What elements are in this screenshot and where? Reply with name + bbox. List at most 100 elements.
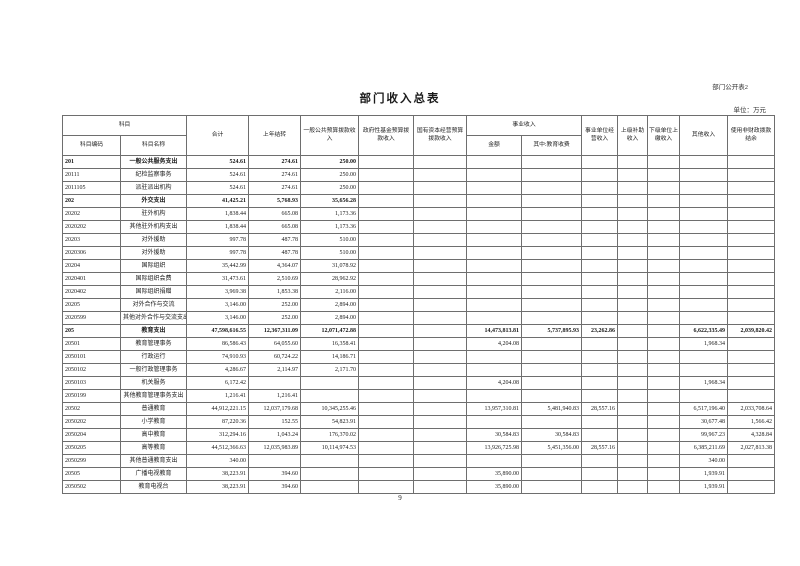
value-cell <box>413 454 468 468</box>
value-cell: 1,968.34 <box>679 376 729 390</box>
value-cell: 3,146.00 <box>186 311 250 325</box>
value-cell <box>727 272 776 286</box>
value-cell <box>679 181 729 195</box>
value-cell <box>358 272 415 286</box>
value-cell <box>617 311 649 325</box>
value-cell <box>581 363 619 377</box>
value-cell <box>521 389 583 403</box>
value-cell <box>413 415 468 429</box>
value-cell: 6,517,196.40 <box>679 402 729 416</box>
subject-code-cell: 2050299 <box>62 454 121 468</box>
value-cell <box>617 220 649 234</box>
value-cell <box>617 181 649 195</box>
value-cell <box>466 298 523 312</box>
header-subject-code: 科目编码 <box>62 135 121 156</box>
table-row: 2050502 教育电视台 38,223.91 394.60 35,890.00 1,93… <box>62 480 776 494</box>
value-cell: 99,967.23 <box>679 428 729 442</box>
header-non-fiscal-balance: 使用非财政拨款结余 <box>727 115 776 156</box>
value-cell: 510.00 <box>300 246 360 260</box>
subject-name-cell: 教育支出 <box>119 324 188 338</box>
value-cell <box>581 480 619 494</box>
value-cell <box>647 168 681 182</box>
value-cell <box>466 246 523 260</box>
value-cell: 252.00 <box>248 311 302 325</box>
value-cell <box>617 324 649 338</box>
value-cell <box>581 168 619 182</box>
value-cell: 176,370.02 <box>300 428 360 442</box>
subject-code-cell: 2020202 <box>62 220 121 234</box>
value-cell <box>679 272 729 286</box>
value-cell <box>679 220 729 234</box>
table-header: 科目 合计 上年结转 一般公共预算拨款收入 政府性基金预算拨款收入 国有资本经营… <box>61 115 776 156</box>
table-row: 2050202 小学教育 87,220.36 152.55 54,823.91 30,67… <box>62 415 776 429</box>
value-cell <box>413 441 468 455</box>
table-row: 2020306 对外援助 997.78 487.78 510.00 <box>62 246 776 260</box>
value-cell <box>358 207 415 221</box>
subject-name-cell: 驻外机构 <box>119 207 188 221</box>
value-cell <box>581 181 619 195</box>
value-cell <box>358 259 415 273</box>
value-cell <box>647 155 681 169</box>
value-cell: 524.61 <box>186 168 250 182</box>
subject-name-cell: 对外援助 <box>119 233 188 247</box>
value-cell <box>413 363 468 377</box>
subject-name-cell: 一般公共服务支出 <box>119 155 188 169</box>
value-cell <box>581 454 619 468</box>
value-cell <box>413 311 468 325</box>
unit-label: 单位：万元 <box>733 107 767 114</box>
table-row: 2050101 行政运行 74,910.93 60,724.22 14,186.71 <box>62 350 776 364</box>
value-cell <box>647 441 681 455</box>
value-cell <box>727 181 776 195</box>
value-cell <box>521 194 583 208</box>
value-cell <box>248 376 302 390</box>
value-cell <box>617 350 649 364</box>
value-cell <box>679 285 729 299</box>
value-cell <box>679 233 729 247</box>
value-cell <box>521 285 583 299</box>
value-cell <box>358 454 415 468</box>
value-cell <box>521 454 583 468</box>
value-cell <box>521 233 583 247</box>
value-cell <box>617 337 649 351</box>
value-cell: 510.00 <box>300 233 360 247</box>
table-row: 205 教育支出 47,598,616.55 12,367,311.09 12,071,… <box>62 324 776 338</box>
value-cell: 250.00 <box>300 168 360 182</box>
value-cell: 31,078.92 <box>300 259 360 273</box>
subject-code-cell: 20204 <box>62 259 121 273</box>
subject-name-cell: 一般行政管理事务 <box>119 363 188 377</box>
value-cell: 4,204.08 <box>466 337 523 351</box>
value-cell: 1,853.38 <box>248 285 302 299</box>
value-cell <box>727 155 776 169</box>
subject-name-cell: 对外援助 <box>119 246 188 260</box>
subject-name-cell: 小学教育 <box>119 415 188 429</box>
value-cell <box>466 220 523 234</box>
value-cell <box>581 467 619 481</box>
value-cell: 394.60 <box>248 480 302 494</box>
header-subordinate-remit: 下级单位上缴收入 <box>647 115 681 156</box>
value-cell: 38,223.91 <box>186 467 250 481</box>
subject-name-cell: 其他驻外机构支出 <box>119 220 188 234</box>
subject-name-cell: 高中教育 <box>119 428 188 442</box>
value-cell <box>581 246 619 260</box>
subject-code-cell: 2050101 <box>62 350 121 364</box>
subject-code-cell: 201 <box>62 155 121 169</box>
value-cell: 12,071,472.88 <box>300 324 360 338</box>
income-summary-table: 科目 合计 上年结转 一般公共预算拨款收入 政府性基金预算拨款收入 国有资本经营… <box>61 115 776 494</box>
value-cell <box>466 168 523 182</box>
table-row: 20205 对外合作与交流 3,146.00 252.00 2,894.00 <box>62 298 776 312</box>
value-cell: 10,114,974.53 <box>300 441 360 455</box>
table-row: 202 外交支出 41,425.21 5,768.93 35,656.28 <box>62 194 776 208</box>
value-cell <box>581 376 619 390</box>
subject-name-cell: 其他教育管理事务支出 <box>119 389 188 403</box>
value-cell: 5,737,895.93 <box>521 324 583 338</box>
table-row: 2020402 国际组织捐赠 3,969.38 1,853.38 2,116.00 <box>62 285 776 299</box>
value-cell: 86,586.43 <box>186 337 250 351</box>
value-cell <box>617 272 649 286</box>
header-subject: 科目 <box>61 115 188 136</box>
value-cell <box>521 337 583 351</box>
value-cell <box>358 311 415 325</box>
value-cell <box>727 194 776 208</box>
value-cell <box>617 441 649 455</box>
value-cell <box>413 207 468 221</box>
